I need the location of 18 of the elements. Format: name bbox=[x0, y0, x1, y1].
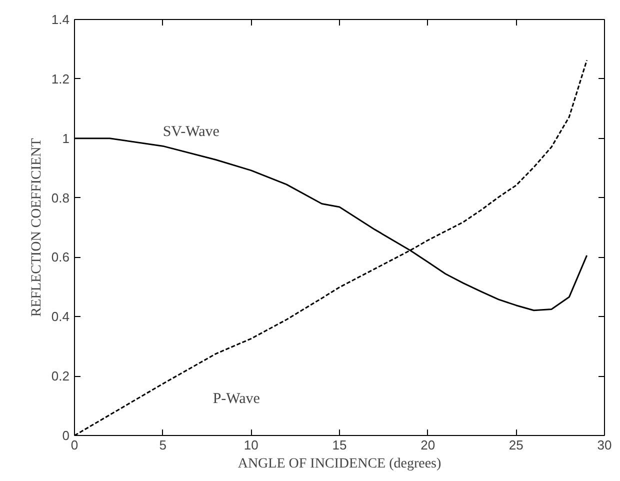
y-tick-label: 0.4 bbox=[51, 309, 70, 324]
y-axis-title: REFLECTION COEFFICIENT bbox=[29, 138, 44, 317]
y-tick-label: 1.4 bbox=[51, 12, 70, 27]
x-tick-label: 5 bbox=[159, 438, 166, 452]
y-tick-label: 1 bbox=[62, 130, 70, 146]
y-tick-label: 0 bbox=[62, 428, 70, 443]
series-label: SV-Wave bbox=[162, 124, 220, 140]
x-tick-label: 25 bbox=[508, 438, 524, 452]
y-tick-label: 0.6 bbox=[51, 250, 70, 265]
x-axis-title: ANGLE OF INCIDENCE (degrees) bbox=[238, 456, 442, 472]
y-tick-label: 1.2 bbox=[51, 71, 70, 86]
y-tick-label: 0.8 bbox=[51, 190, 70, 206]
x-tick-label: 20 bbox=[420, 438, 436, 452]
text: P-Wave bbox=[212, 390, 260, 407]
x-tick-label: 10 bbox=[244, 438, 258, 452]
y-tick-label: 0.2 bbox=[51, 368, 70, 384]
x-tick-label: 15 bbox=[332, 438, 347, 452]
x-tick-label: 30 bbox=[597, 438, 612, 452]
